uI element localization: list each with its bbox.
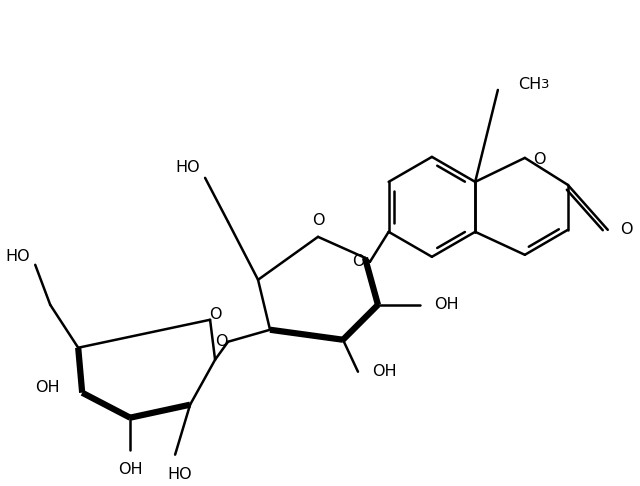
Text: O: O [533,153,545,167]
Text: OH: OH [434,297,458,312]
Text: O: O [216,334,228,349]
Text: 3: 3 [541,78,549,91]
Text: O: O [209,307,221,322]
Text: HO: HO [6,249,30,264]
Text: O: O [353,254,365,269]
Text: HO: HO [175,160,200,175]
Text: O: O [312,213,324,228]
Text: OH: OH [36,380,60,395]
Text: OH: OH [118,462,143,477]
Text: HO: HO [168,467,193,482]
Text: OH: OH [372,364,397,379]
Text: CH: CH [518,77,541,92]
Text: O: O [620,222,632,237]
